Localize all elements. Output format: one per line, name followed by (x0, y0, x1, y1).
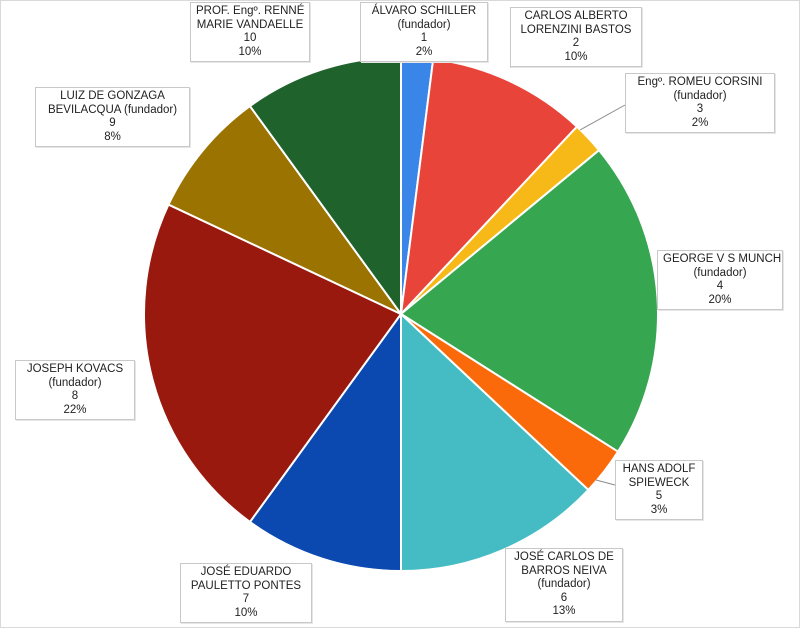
slice-count: 5 (655, 490, 663, 502)
pie-slice-9 (167, 104, 402, 315)
slice-count: 9 (109, 117, 116, 129)
slice-name-line: (fundador) (397, 18, 451, 31)
slice-label-7: JOSÉ EDUARDO PAULETTO PONTES 7 10% (180, 563, 312, 623)
slice-name-line: (fundador) (693, 266, 747, 279)
leader-line-3 (579, 104, 626, 131)
slice-percent: 13% (552, 605, 576, 617)
slice-name-line: BEVILACQUA (fundador) (47, 103, 178, 116)
slice-label-5: HANS ADOLF SPIEWECK 5 3% (615, 460, 703, 520)
slice-count: 3 (696, 103, 704, 115)
slice-label-6: JOSÉ CARLOS DE BARROS NEIVA (fundador) 6 13% (505, 548, 623, 622)
slice-name-line: JOSÉ CARLOS DE (514, 551, 614, 563)
slice-name-line: CARLOS ALBERTO (524, 10, 628, 22)
slice-percent: 20% (708, 293, 732, 306)
slice-name-line: PROF. Engº. RENNÉ (196, 5, 305, 17)
slice-count: 7 (242, 593, 250, 605)
slice-label-10: PROF. Engº. RENNÉ MARIE VANDAELLE 10 10% (190, 2, 310, 62)
slice-count: 4 (716, 280, 724, 292)
slice-name-line: Engº. ROMEU CORSINI (637, 76, 763, 88)
slice-percent: 22% (63, 403, 87, 416)
slice-name-line: ÁLVARO SCHILLER (371, 5, 477, 17)
slice-count: 2 (572, 37, 580, 49)
slice-name-line: BARROS NEIVA (521, 564, 607, 577)
slice-count: 8 (71, 390, 79, 402)
slice-percent: 2% (415, 45, 433, 58)
slice-percent: 2% (691, 116, 709, 129)
slice-percent: 10% (234, 606, 258, 619)
slice-label-4: GEORGE V S MUNCH (fundador) 4 20% (657, 250, 783, 310)
slice-percent: 10% (238, 45, 262, 58)
leader-line-5 (595, 479, 616, 486)
slice-name-line: LUIZ DE GONZAGA (60, 90, 165, 102)
slice-name-line: PAULETTO PONTES (190, 579, 302, 592)
slice-name-line: HANS ADOLF (622, 463, 696, 475)
slice-count: 6 (560, 591, 568, 604)
slice-percent: 10% (564, 50, 588, 63)
slice-name-line: (fundador) (537, 578, 591, 590)
slice-label-9: LUIZ DE GONZAGA BEVILACQUA (fundador) 9 8% (35, 87, 190, 147)
slice-name-line: JOSEPH KOVACS (26, 363, 124, 375)
slice-name-line: LORENZINI BASTOS (520, 23, 632, 36)
slice-count: 10 (243, 32, 257, 44)
slice-name-line: GEORGE V S MUNCH (663, 253, 782, 265)
slice-name-line: (fundador) (673, 89, 727, 102)
pie-slice-7 (248, 310, 402, 573)
slice-name-line: JOSÉ EDUARDO (200, 566, 292, 578)
pie-slice-6 (400, 311, 590, 573)
slice-count: 1 (420, 32, 428, 44)
slice-name-line: SPIEWECK (628, 476, 690, 489)
slice-percent: 8% (104, 130, 121, 143)
slice-percent: 3% (650, 503, 668, 516)
slice-name-line: MARIE VANDAELLE (196, 18, 304, 31)
slice-label-1: ÁLVARO SCHILLER (fundador) 1 2% (360, 2, 488, 62)
slice-label-3: Engº. ROMEU CORSINI (fundador) 3 2% (625, 73, 775, 133)
slice-label-8: JOSEPH KOVACS (fundador) 8 22% (15, 360, 135, 420)
slice-name-line: (fundador) (48, 376, 102, 389)
slice-label-2: CARLOS ALBERTO LORENZINI BASTOS 2 10% (510, 7, 642, 67)
